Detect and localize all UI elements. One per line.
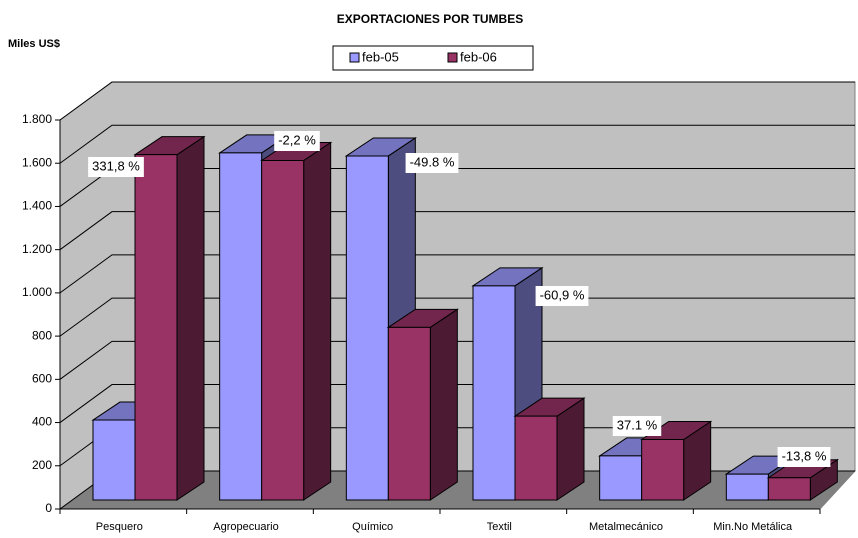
bar <box>386 308 459 501</box>
bar <box>513 397 586 501</box>
annotation-box <box>535 286 589 306</box>
bar <box>260 141 333 501</box>
x-tick-label: Textil <box>487 521 512 533</box>
annotation-box <box>612 416 662 436</box>
bar-face <box>725 473 769 501</box>
annotation: -49.8 % <box>410 154 455 169</box>
grid-line <box>59 254 855 294</box>
bar-face <box>261 159 305 501</box>
y-tick-label: 1.600 <box>22 155 52 169</box>
x-tick-label: Metalmecánico <box>589 521 663 533</box>
bar-face <box>599 455 643 501</box>
y-tick-label: 1.800 <box>22 112 52 126</box>
legend <box>332 45 534 71</box>
y-tick-label: 1.400 <box>22 199 52 213</box>
annotation-box <box>88 157 144 177</box>
grid-line <box>59 297 855 337</box>
legend-label: feb-06 <box>460 49 497 64</box>
bar-face <box>514 415 558 501</box>
grid-line <box>59 124 855 164</box>
y-tick-label: 400 <box>32 415 52 429</box>
grid-line <box>59 384 855 423</box>
y-tick-label: 1.000 <box>22 285 52 299</box>
y-tick-label: 600 <box>32 372 52 386</box>
annotation-box <box>274 131 320 151</box>
x-tick-label: Químico <box>352 521 393 533</box>
x-tick-label: Min.No Metálica <box>713 521 793 533</box>
bar-face <box>429 308 458 501</box>
bar-face <box>345 155 389 501</box>
bar-face <box>641 438 685 501</box>
bar-face <box>219 152 263 501</box>
annotation-box <box>777 447 831 467</box>
grid-line <box>59 81 855 121</box>
annotation: 37.1 % <box>617 417 658 432</box>
legend-swatch <box>349 52 360 63</box>
y-tick-label: 200 <box>32 458 52 472</box>
bar-face <box>472 285 516 501</box>
bar-face <box>767 477 811 501</box>
bar-face <box>387 326 431 501</box>
legend-swatch <box>447 52 458 63</box>
legend-label: feb-05 <box>362 49 399 64</box>
annotation: -2,2 % <box>278 132 316 147</box>
y-tick-label: 800 <box>32 328 52 342</box>
annotation: -13,8 % <box>782 448 827 463</box>
annotation: -60,9 % <box>540 287 585 302</box>
bar-face <box>92 419 136 501</box>
y-tick-label: 1.200 <box>22 242 52 256</box>
bar-face <box>176 135 205 501</box>
grid-line <box>59 211 855 251</box>
grid-line <box>59 340 855 380</box>
annotation-box <box>405 153 459 173</box>
bar-face <box>134 154 178 501</box>
x-tick-label: Agropecuario <box>213 521 278 533</box>
y-axis-label: Miles US$ <box>8 38 60 50</box>
y-tick-label: 0 <box>45 501 52 515</box>
bar-face <box>303 141 332 501</box>
bar <box>133 135 206 501</box>
annotation: 331,8 % <box>92 158 140 173</box>
chart-title: EXPORTACIONES POR TUMBES <box>337 12 523 26</box>
x-tick-label: Pesquero <box>96 521 143 533</box>
